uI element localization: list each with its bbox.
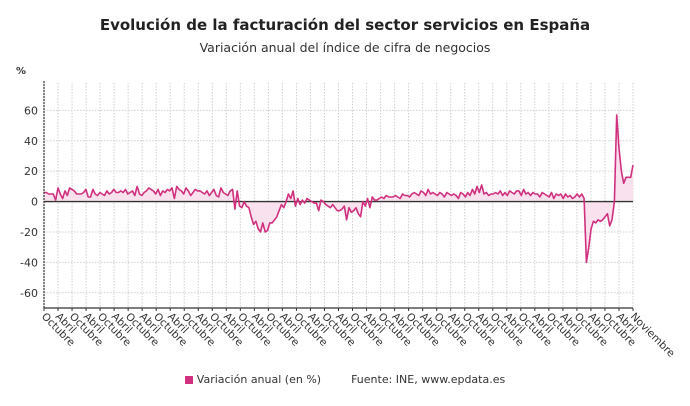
y-tick-label: -60 — [20, 287, 38, 300]
y-tick-label: 20 — [24, 165, 38, 178]
source-note: Fuente: INE, www.epdata.es — [351, 373, 506, 386]
chart-subtitle: Variación anual del índice de cifra de n… — [199, 40, 491, 55]
chart-title: Evolución de la facturación del sector s… — [99, 16, 591, 34]
x-tick-label: Noviembre — [628, 311, 677, 360]
y-tick-label: 0 — [31, 196, 38, 209]
legend-label: Variación anual (en %) — [196, 373, 322, 386]
legend: Variación anual (en %) Fuente: INE, www.e… — [0, 373, 690, 386]
legend-swatch — [184, 376, 193, 384]
y-tick-label: -40 — [20, 256, 38, 269]
series-line — [44, 114, 634, 264]
y-tick-label: 60 — [24, 104, 38, 117]
y-tick-label: -20 — [20, 226, 38, 239]
y-tick-label: 40 — [24, 135, 38, 148]
y-axis-label: % — [16, 66, 26, 77]
